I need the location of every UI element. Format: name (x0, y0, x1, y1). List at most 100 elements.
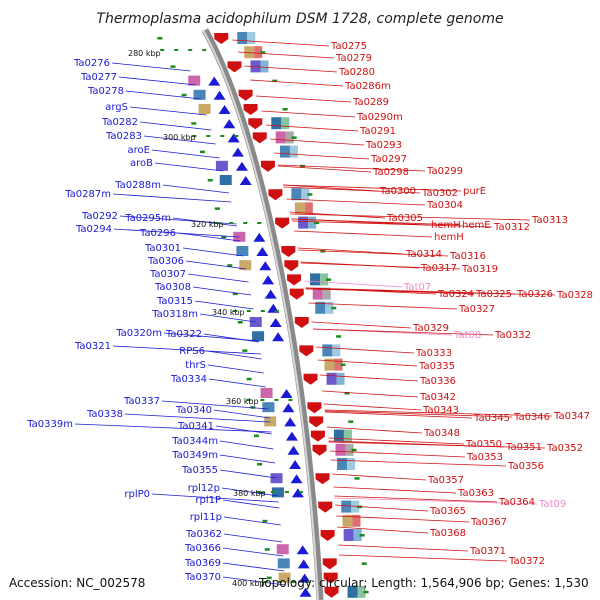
gene-label[interactable]: Ta0294 (75, 224, 112, 235)
gene-label[interactable]: Ta0352 (546, 443, 583, 454)
gene-label[interactable]: Ta0277 (80, 72, 117, 83)
gene-label[interactable]: Ta0349m (171, 450, 218, 461)
gene-label[interactable]: Ta0342 (419, 392, 456, 403)
gene-label[interactable]: Ta0289 (352, 97, 389, 108)
gene-label[interactable]: rpl1P (195, 495, 221, 506)
gene-label[interactable]: hemE (462, 220, 491, 231)
gene-label[interactable]: Ta0318m (151, 309, 198, 320)
gene-label[interactable]: Ta0293 (365, 140, 402, 151)
gene-label[interactable]: Ta0370 (184, 572, 221, 583)
gene-label[interactable]: Ta0324 (437, 289, 474, 300)
gene-label[interactable]: Ta0302 (421, 188, 458, 199)
gene-label[interactable]: hemH (431, 220, 461, 231)
gene-label[interactable]: Ta0372 (508, 556, 545, 567)
gene-label[interactable]: Ta0348 (423, 428, 460, 439)
gene-label[interactable]: Ta0351 (505, 442, 542, 453)
gene-label[interactable]: aroE (128, 145, 150, 156)
gene-label[interactable]: Ta0283 (105, 131, 142, 142)
gene-label[interactable]: Tat09 (538, 499, 566, 510)
gene-label[interactable]: Ta0275 (330, 41, 367, 52)
gene-label[interactable]: Ta0282 (101, 117, 138, 128)
gene-label[interactable]: Ta0338 (86, 409, 123, 420)
gene-label[interactable]: Ta0356 (507, 461, 544, 472)
gene-label[interactable]: Ta0316 (449, 251, 486, 262)
gene-label[interactable]: purE (463, 186, 486, 197)
gene-label[interactable]: Ta0290m (356, 112, 403, 123)
gene-label[interactable]: Ta0328 (556, 290, 593, 301)
gene-label[interactable]: Ta0322 (165, 329, 202, 340)
gene-label[interactable]: Ta0280 (338, 67, 375, 78)
gene-label[interactable]: Ta0295m (124, 213, 171, 224)
gene-label[interactable]: Ta0296 (139, 228, 176, 239)
gene-label[interactable]: Ta0312 (493, 222, 530, 233)
gene-label[interactable]: Ta0364 (498, 497, 535, 508)
gene-label[interactable]: rplP0 (124, 489, 150, 500)
gene-label[interactable]: Ta0337 (123, 396, 160, 407)
gene-label[interactable]: Ta0291 (359, 126, 396, 137)
gene-label[interactable]: Ta0332 (494, 330, 531, 341)
gene-label[interactable]: Ta0329 (412, 323, 449, 334)
gene-label[interactable]: Ta0288m (114, 180, 161, 191)
gene-label[interactable]: hemH (434, 232, 464, 243)
gene-label[interactable]: rpl11p (190, 512, 222, 523)
gene-label[interactable]: Ta0298 (372, 167, 409, 178)
gene-label[interactable]: Ta0299 (426, 166, 463, 177)
gene-label[interactable]: Ta0313 (531, 215, 568, 226)
gene-label[interactable]: Ta0336 (419, 376, 456, 387)
gene-label[interactable]: Ta0321 (74, 341, 111, 352)
gene-label[interactable]: Ta0366 (184, 543, 221, 554)
gene-label[interactable]: Ta0346 (513, 412, 550, 423)
gene-label[interactable]: Ta0369 (184, 558, 221, 569)
gene-label[interactable]: Ta0344m (171, 436, 218, 447)
gene-label[interactable]: Ta0319 (461, 264, 498, 275)
gene-label[interactable]: Ta0276 (73, 58, 110, 69)
gene-label[interactable]: Ta0365 (429, 506, 466, 517)
gene-label[interactable]: thrS (185, 360, 206, 371)
gene-label[interactable]: Ta0333 (415, 348, 452, 359)
gene-label[interactable]: Ta0287m (64, 189, 111, 200)
gene-label[interactable]: Ta0306 (147, 256, 184, 267)
gene-label[interactable]: RPS6 (179, 346, 205, 357)
gene-label[interactable]: Ta0345 (473, 413, 510, 424)
gene-label[interactable]: Ta0357 (427, 475, 464, 486)
gene-label[interactable]: Ta0362 (185, 529, 222, 540)
gene-label[interactable]: rpl12p (188, 483, 220, 494)
gene-label[interactable]: Ta0317 (420, 263, 457, 274)
gene-label[interactable]: aroB (130, 158, 153, 169)
gene-label[interactable]: Ta0304 (426, 200, 463, 211)
gene-label[interactable]: Ta0334 (170, 374, 207, 385)
gene-label[interactable]: Ta0327 (458, 304, 495, 315)
gene-label[interactable]: Ta0300 (379, 186, 416, 197)
gene-label[interactable]: Tat08 (453, 330, 481, 341)
gene-label[interactable]: Ta0335 (418, 361, 455, 372)
gene-label[interactable]: Ta0305 (386, 213, 423, 224)
gene-label[interactable]: Ta0326 (516, 289, 553, 300)
category-block (252, 331, 265, 342)
gene-label[interactable]: Ta0368 (429, 528, 466, 539)
gene-label[interactable]: Ta0355 (181, 465, 218, 476)
gene-label[interactable]: Ta0371 (469, 546, 506, 557)
gene-label[interactable]: Ta0279 (335, 53, 372, 64)
gene-label[interactable]: Ta0307 (149, 269, 186, 280)
gene-label[interactable]: Ta0286m (344, 81, 391, 92)
gene-label[interactable]: Ta0278 (87, 86, 124, 97)
gene-label[interactable]: Ta0350 (465, 439, 502, 450)
gene-label[interactable]: Ta0320m (115, 328, 162, 339)
gene-label[interactable]: Ta0315 (156, 296, 193, 307)
gene-label[interactable]: Ta0308 (154, 282, 191, 293)
gene-label[interactable]: Ta0363 (457, 488, 494, 499)
gene-label[interactable]: Ta0339m (26, 419, 73, 430)
gene-label[interactable]: Ta0325 (475, 289, 512, 300)
gene-label[interactable]: Ta0301 (144, 243, 181, 254)
gene-label[interactable]: Ta0347 (553, 411, 590, 422)
gene-label[interactable]: Ta0353 (466, 452, 503, 463)
gene-label[interactable]: Ta0314 (405, 249, 442, 260)
gene-label[interactable]: Ta0341 (177, 421, 214, 432)
gene-label[interactable]: Ta0343 (422, 405, 459, 416)
gene-label[interactable]: Ta0367 (470, 517, 507, 528)
gene-label[interactable]: Tat07 (403, 282, 431, 293)
gene-label[interactable]: Ta0292 (81, 211, 118, 222)
gene-label[interactable]: argS (105, 102, 128, 113)
gene-label[interactable]: Ta0340 (175, 405, 212, 416)
gene-label[interactable]: Ta0297 (370, 154, 407, 165)
